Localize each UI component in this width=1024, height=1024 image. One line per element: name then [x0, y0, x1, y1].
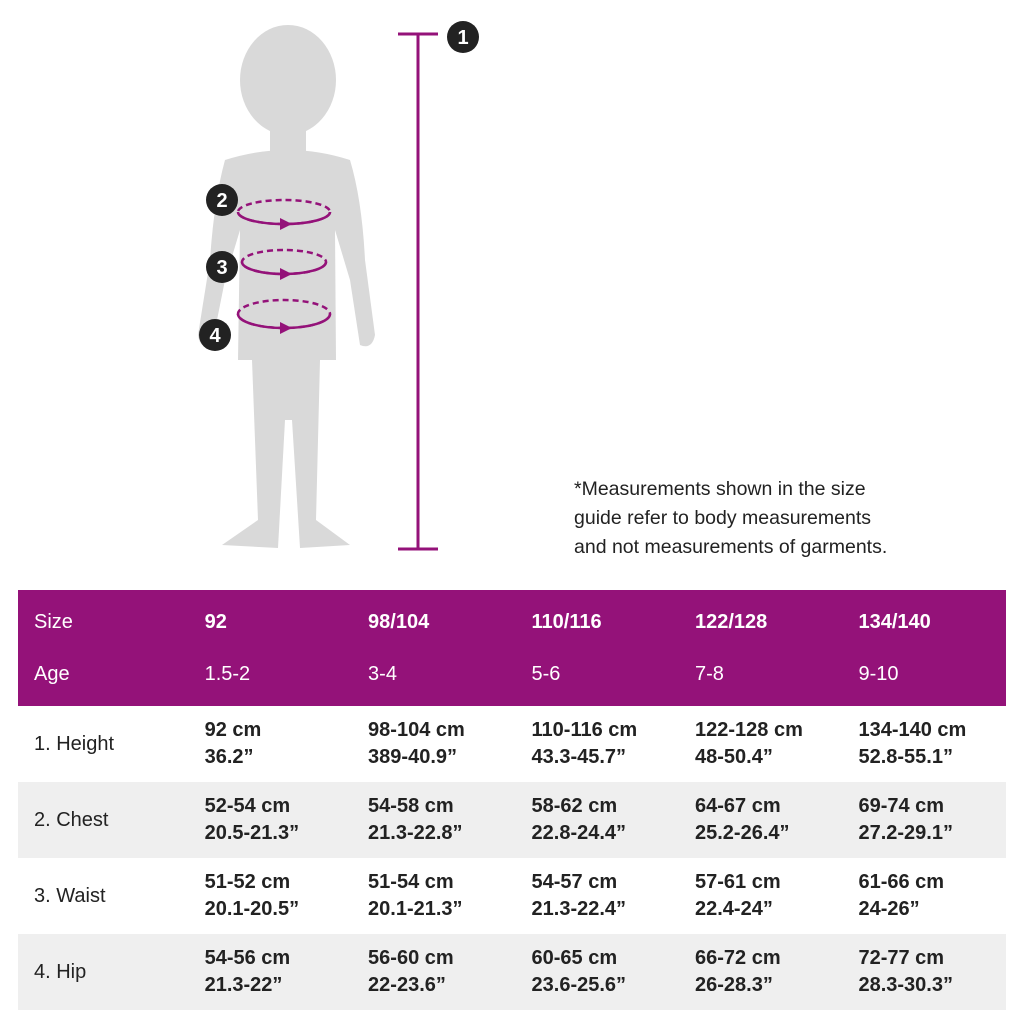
inch-value: 389-40.9” — [368, 746, 458, 768]
inch-value: 26-28.3” — [694, 974, 773, 996]
inch-value: 36.2” — [204, 746, 254, 768]
inch-value: 25.2-26.4” — [694, 822, 790, 844]
cm-value: 58-62 cm — [531, 795, 618, 817]
cm-value: 56-60 cm — [368, 947, 454, 969]
inch-value: 21.3-22.8” — [368, 822, 463, 844]
inch-value: 48-50.4” — [694, 746, 773, 768]
cm-value: 60-65 cm — [531, 947, 618, 969]
size-label: Size — [18, 590, 189, 648]
measurement-cell: 52-54 cm 20.5-21.3” — [188, 782, 353, 858]
row-label: 2. Chest — [18, 782, 189, 858]
measurement-cell: 122-128 cm 48-50.4” — [679, 706, 842, 782]
cm-value: 57-61 cm — [694, 871, 781, 893]
measurement-cell: 69-74 cm 27.2-29.1” — [842, 782, 1006, 858]
inch-value: 52.8-55.1” — [858, 746, 953, 768]
size-value: 122/128 — [678, 590, 843, 648]
cm-value: 64-67 cm — [694, 795, 781, 817]
cm-value: 54-57 cm — [531, 871, 618, 893]
size-table: Size 92 98/104 110/116 122/128 134/140 A… — [18, 590, 1006, 1010]
measurement-cell: 56-60 cm 22-23.6” — [352, 934, 516, 1010]
child-silhouette — [198, 25, 375, 548]
size-row: Size 92 98/104 110/116 122/128 134/140 — [18, 590, 1006, 648]
inch-value: 22-23.6” — [368, 974, 446, 996]
note-line: and not measurements of garments. — [574, 536, 888, 558]
age-value: 1.5-2 — [188, 648, 353, 706]
cm-value: 122-128 cm — [694, 719, 803, 741]
child-measurement-figure: 1 2 3 4 — [198, 21, 479, 551]
measurement-cell: 66-72 cm 26-28.3” — [678, 934, 843, 1010]
cm-value: 92 cm — [204, 719, 262, 741]
size-value: 98/104 — [352, 590, 516, 648]
measurement-cell: 72-77 cm 28.3-30.3” — [842, 934, 1006, 1010]
measurement-cell: 54-58 cm 21.3-22.8” — [352, 782, 516, 858]
marker-4: 4 — [199, 319, 231, 351]
cm-value: 69-74 cm — [858, 795, 945, 817]
table-row: 1. Height 92 cm 36.2” 98-104 cm 389-40.9” 110… — [18, 706, 1006, 782]
age-value: 5-6 — [515, 648, 679, 706]
inch-value: 21.3-22” — [204, 974, 283, 996]
inch-value: 43.3-45.7” — [531, 746, 627, 768]
svg-text:2: 2 — [216, 190, 227, 212]
cm-value: 66-72 cm — [694, 947, 781, 969]
table-row: 3. Waist 51-52 cm 20.1-20.5” 51-54 cm 20.1-2… — [18, 858, 1006, 934]
age-row: Age 1.5-2 3-4 5-6 7-8 9-10 — [18, 648, 1006, 706]
cm-value: 72-77 cm — [858, 947, 945, 969]
inch-value: 28.3-30.3” — [858, 974, 953, 996]
size-value: 110/116 — [515, 590, 679, 648]
inch-value: 20.1-20.5” — [204, 898, 300, 920]
cm-value: 110-116 cm — [531, 719, 638, 741]
cm-value: 51-54 cm — [368, 871, 454, 893]
measurement-cell: 110-116 cm 43.3-45.7” — [516, 706, 679, 782]
measurement-cell: 51-54 cm 20.1-21.3” — [352, 858, 515, 934]
svg-text:4: 4 — [209, 325, 221, 347]
measurement-cell: 54-56 cm 21.3-22” — [188, 934, 353, 1010]
cm-value: 51-52 cm — [204, 871, 291, 893]
inch-value: 22.4-24” — [694, 898, 773, 920]
cm-value: 54-58 cm — [368, 795, 454, 817]
cm-value: 61-66 cm — [858, 871, 945, 893]
cm-value: 134-140 cm — [858, 719, 967, 741]
inch-value: 20.5-21.3” — [204, 822, 300, 844]
inch-value: 22.8-24.4” — [531, 822, 627, 844]
measurement-cell: 57-61 cm 22.4-24” — [679, 858, 842, 934]
note-line: *Measurements shown in the size — [574, 478, 866, 500]
table-row: 2. Chest 52-54 cm 20.5-21.3” 54-58 cm 21.3-2… — [18, 782, 1006, 858]
inch-value: 27.2-29.1” — [858, 822, 953, 844]
svg-text:1: 1 — [457, 27, 468, 49]
cm-value: 54-56 cm — [204, 947, 291, 969]
row-label: 1. Height — [34, 732, 115, 755]
age-label: Age — [18, 648, 189, 706]
inch-value: 21.3-22.4” — [531, 898, 627, 920]
row-label: 3. Waist — [34, 884, 106, 907]
age-value: 7-8 — [678, 648, 843, 706]
measurement-cell: 51-52 cm 20.1-20.5” — [189, 858, 352, 934]
size-value: 92 — [188, 590, 353, 648]
measurement-cell: 61-66 cm 24-26” — [842, 858, 1006, 934]
svg-text:3: 3 — [216, 257, 227, 279]
cm-value: 98-104 cm — [368, 719, 465, 741]
measurement-cell: 98-104 cm 389-40.9” — [352, 706, 515, 782]
size-value: 134/140 — [842, 590, 1006, 648]
inch-value: 20.1-21.3” — [368, 898, 463, 920]
height-measure-line — [398, 32, 438, 551]
inch-value: 24-26” — [858, 898, 920, 920]
table-row: 4. Hip 54-56 cm 21.3-22” 56-60 cm 22-23.6” 60… — [18, 934, 1006, 1010]
measurement-cell: 54-57 cm 21.3-22.4” — [516, 858, 679, 934]
arrow-icons — [280, 218, 292, 334]
measurement-cell: 134-140 cm 52.8-55.1” — [842, 706, 1006, 782]
measurement-cell: 64-67 cm 25.2-26.4” — [678, 782, 843, 858]
marker-3: 3 — [206, 251, 238, 283]
marker-1: 1 — [447, 21, 479, 53]
row-label: 4. Hip — [18, 934, 189, 1010]
age-value: 3-4 — [352, 648, 516, 706]
note-line: guide refer to body measurements — [574, 507, 871, 529]
cm-value: 52-54 cm — [204, 795, 291, 817]
measurement-cell: 92 cm 36.2” — [189, 706, 352, 782]
measurement-cell: 60-65 cm 23.6-25.6” — [515, 934, 679, 1010]
marker-2: 2 — [206, 184, 238, 216]
age-value: 9-10 — [842, 648, 1006, 706]
inch-value: 23.6-25.6” — [531, 974, 627, 996]
measurement-cell: 58-62 cm 22.8-24.4” — [515, 782, 679, 858]
measurement-note: *Measurements shown in the size guide re… — [574, 475, 887, 562]
